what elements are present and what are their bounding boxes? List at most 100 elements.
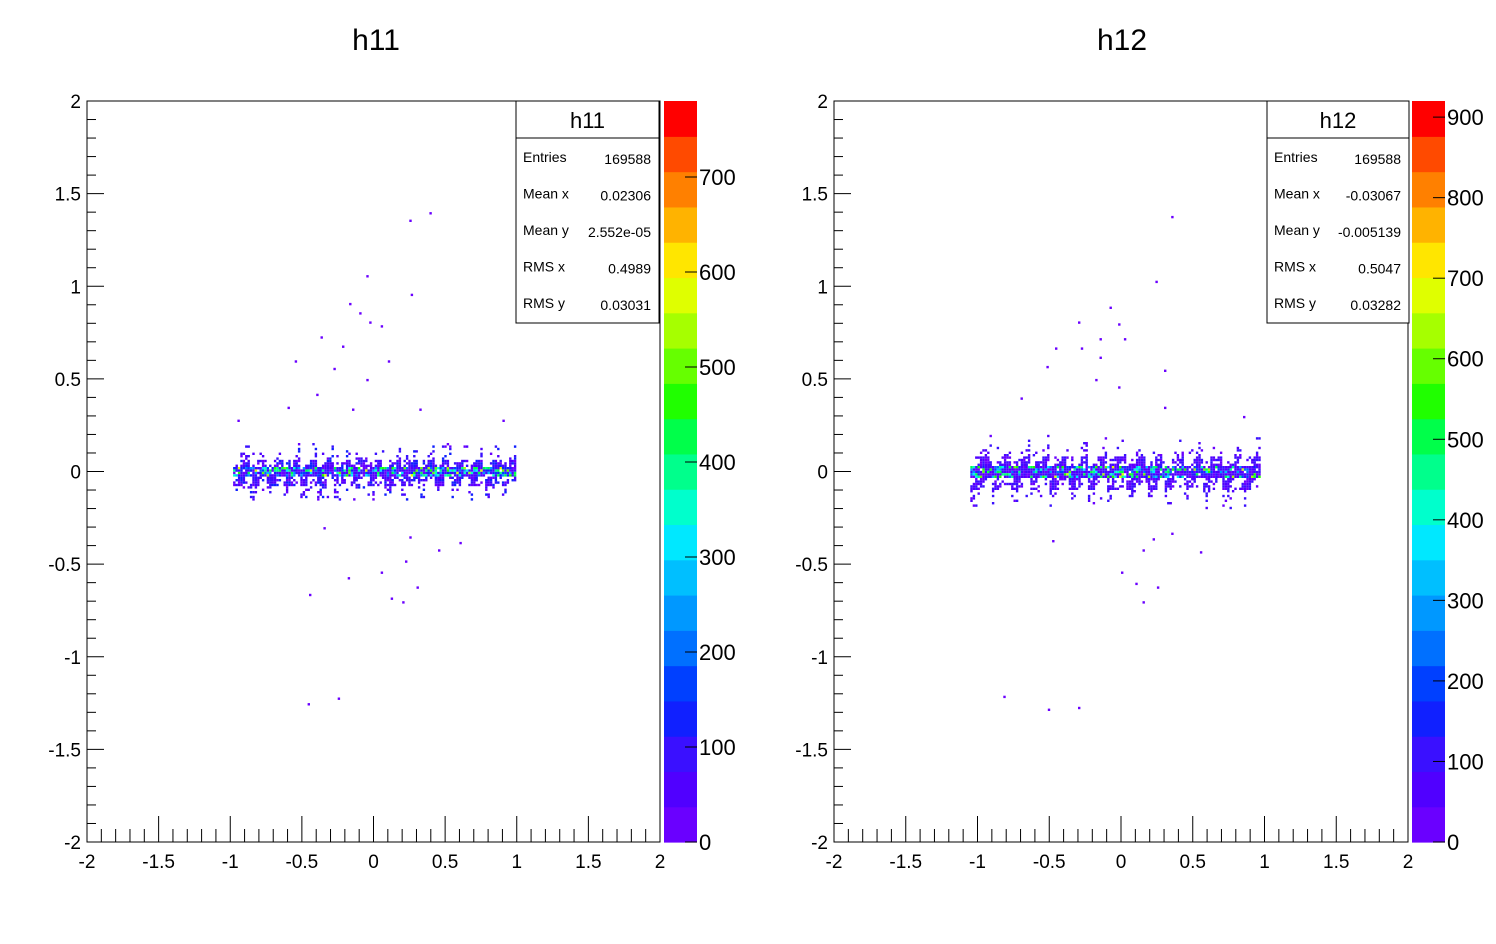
histogram-cell — [278, 474, 282, 477]
histogram-cell — [240, 474, 243, 477]
histogram-cell — [249, 495, 253, 499]
histogram-cell — [1111, 473, 1115, 476]
x-tick-label: 1.5 — [575, 852, 601, 873]
histogram-cell — [269, 491, 272, 494]
histogram-cell — [1099, 470, 1103, 474]
histogram-cell — [1207, 470, 1211, 474]
histogram-cell — [259, 471, 262, 475]
histogram-cell — [242, 467, 246, 470]
histogram-cell — [1147, 494, 1151, 498]
histogram-cell — [1001, 463, 1004, 466]
histogram-cell — [970, 490, 973, 493]
histogram-cell — [1027, 456, 1031, 459]
histogram-cell — [1239, 466, 1242, 469]
histogram-cell — [1025, 468, 1028, 471]
histogram-cell — [446, 467, 450, 470]
histogram-cell — [989, 470, 992, 474]
color-bar-label: 700 — [699, 165, 736, 190]
histogram-cell — [1167, 480, 1170, 483]
histogram-cell — [427, 469, 430, 472]
histogram-cell — [302, 469, 306, 472]
color-bar-label: 100 — [1447, 749, 1484, 774]
histogram-cell — [509, 459, 512, 463]
histogram-cell — [1054, 492, 1057, 495]
histogram-cell — [1219, 466, 1223, 469]
histogram-cell — [357, 471, 361, 475]
histogram-cell — [470, 493, 474, 496]
histogram-cell — [463, 459, 466, 463]
histogram-cell — [391, 481, 394, 484]
histogram-cell — [1003, 454, 1007, 457]
histogram-cell — [470, 467, 474, 470]
histogram-cell — [345, 467, 349, 470]
histogram-cell — [1248, 470, 1252, 474]
histogram-cell — [1030, 466, 1033, 469]
histogram-cell — [1006, 473, 1009, 476]
histogram-cell — [379, 467, 382, 470]
histogram-cell — [329, 469, 332, 472]
histogram-cell — [1227, 494, 1230, 498]
histogram-cell — [403, 474, 406, 477]
histogram-cell — [336, 467, 339, 470]
histogram-cell — [1155, 480, 1158, 483]
histogram-cell — [1258, 466, 1261, 469]
histogram-cell — [473, 481, 476, 484]
histogram-cell — [254, 476, 258, 479]
histogram-cell — [1042, 468, 1045, 471]
histogram-cell — [977, 468, 980, 471]
histogram-cell — [1145, 480, 1148, 483]
histogram-cell — [1011, 482, 1014, 486]
histogram-cell — [401, 488, 404, 491]
histogram-cell — [276, 469, 279, 472]
histogram-cell — [1083, 442, 1086, 445]
histogram-cell — [1020, 466, 1024, 469]
histogram-cell — [494, 471, 498, 475]
histogram-cell — [309, 462, 313, 465]
histogram-cell — [1255, 454, 1259, 457]
histogram-cell — [480, 481, 483, 484]
histogram-cell — [1054, 487, 1057, 490]
histogram-cell — [1092, 463, 1096, 466]
histogram-cell — [1193, 461, 1196, 464]
histogram-cell — [1219, 456, 1223, 459]
histogram-cell — [1150, 475, 1153, 478]
histogram-cell — [261, 488, 265, 491]
color-bar-segment — [1412, 736, 1445, 773]
histogram-cell — [369, 471, 373, 475]
histogram-cell — [497, 462, 500, 465]
histogram-cell — [1092, 473, 1096, 476]
histogram-cell — [501, 471, 505, 475]
histogram-cell — [1073, 468, 1076, 471]
histogram-cell — [422, 467, 426, 470]
histogram-cell — [1085, 468, 1088, 471]
histogram-cell — [1015, 466, 1019, 469]
histogram-cell — [494, 462, 498, 465]
histogram-cell — [410, 467, 414, 470]
histogram-cell — [257, 476, 260, 479]
histogram-cell — [1073, 470, 1076, 474]
histogram-cell — [386, 479, 390, 482]
histogram-cell — [1087, 475, 1091, 478]
stats-value: 0.03031 — [600, 297, 651, 313]
histogram-cell — [444, 471, 447, 475]
histogram-cell — [372, 491, 375, 494]
histogram-cell — [427, 471, 430, 475]
histogram-cell — [1080, 458, 1084, 462]
histogram-cell — [1234, 475, 1237, 478]
histogram-cell — [1061, 478, 1064, 481]
histogram-cell — [441, 445, 445, 448]
histogram-cell — [494, 481, 498, 484]
histogram-cell — [1001, 456, 1004, 459]
x-tick-label: -1 — [222, 852, 239, 873]
histogram-cell — [1174, 466, 1177, 469]
histogram-cell — [360, 471, 363, 475]
histogram-cell — [451, 467, 454, 470]
histogram-cell — [314, 467, 318, 470]
histogram-cell — [482, 474, 486, 477]
histogram-cell — [1054, 478, 1057, 481]
x-tick-label: 1 — [511, 852, 522, 873]
histogram-cell — [1222, 478, 1225, 481]
histogram-cell — [1236, 473, 1240, 476]
histogram-cell — [369, 469, 373, 472]
histogram-cell — [1131, 487, 1134, 490]
